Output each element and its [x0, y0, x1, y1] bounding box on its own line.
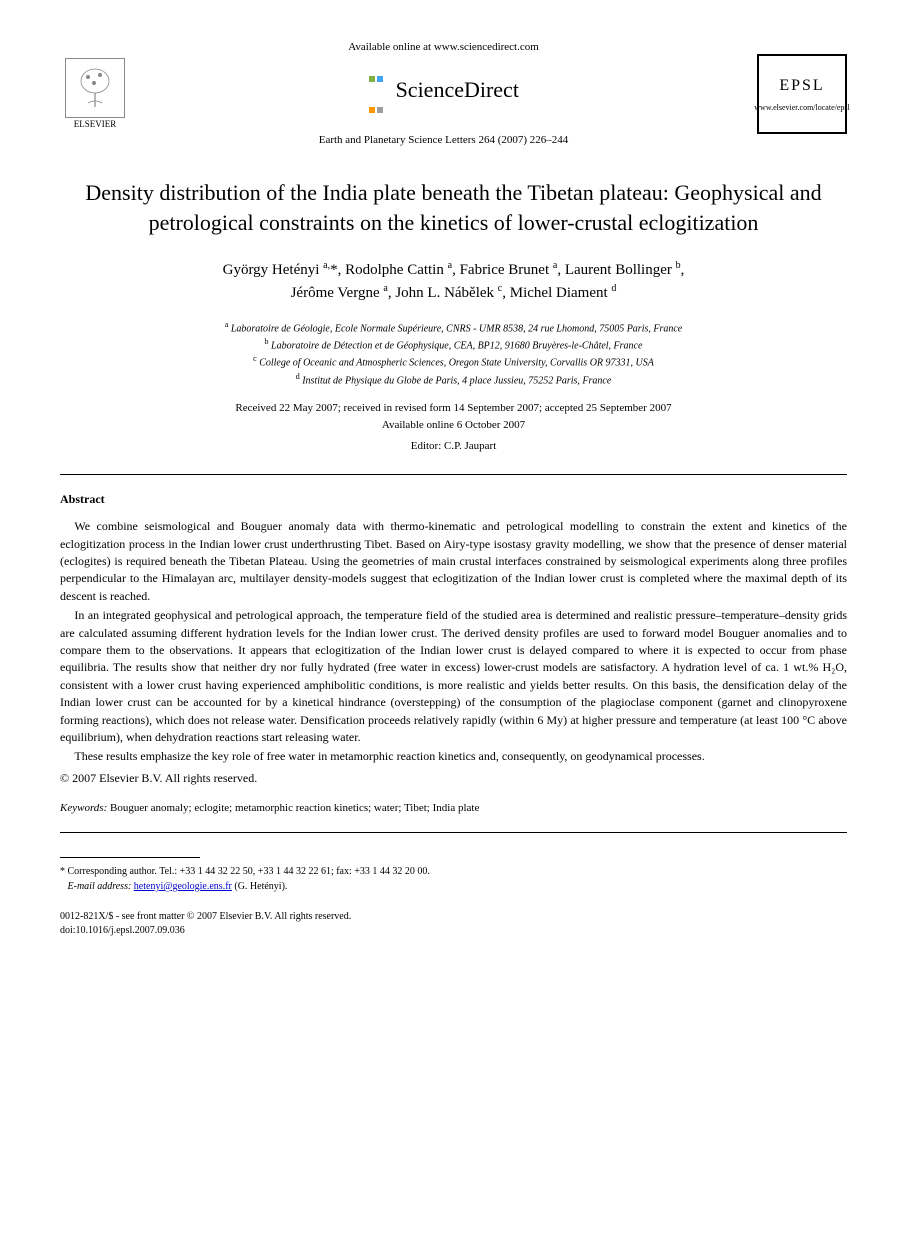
sciencedirect-dots-icon: [368, 61, 384, 123]
center-header: Available online at www.sciencedirect.co…: [130, 40, 757, 148]
footer-doi: doi:10.1016/j.epsl.2007.09.036: [60, 924, 847, 938]
sd-dot: [369, 107, 375, 113]
affiliation-line: d Institut de Physique du Globe de Paris…: [60, 371, 847, 388]
journal-citation: Earth and Planetary Science Letters 264 …: [130, 133, 757, 148]
corresponding-author-footnote: * Corresponding author. Tel.: +33 1 44 3…: [60, 864, 847, 894]
abstract-heading: Abstract: [60, 491, 847, 508]
footnote-divider: [60, 857, 200, 858]
abstract-paragraph: We combine seismological and Bouguer ano…: [60, 518, 847, 605]
sd-dot: [377, 76, 383, 82]
affiliation-line: c College of Oceanic and Atmospheric Sci…: [60, 353, 847, 370]
email-line: E-mail address: hetenyi@geologie.ens.fr …: [60, 879, 847, 894]
epsl-url[interactable]: www.elsevier.com/locate/epsl: [754, 102, 849, 113]
article-dates: Received 22 May 2007; received in revise…: [60, 400, 847, 433]
email-link[interactable]: hetenyi@geologie.ens.fr: [134, 881, 232, 892]
abstract-paragraph: These results emphasize the key role of …: [60, 748, 847, 765]
author-list: György Hetényi a,*, Rodolphe Cattin a, F…: [60, 258, 847, 305]
affiliation-line: a Laboratoire de Géologie, Ecole Normale…: [60, 319, 847, 336]
elsevier-tree-icon: [65, 58, 125, 118]
abstract-body: We combine seismological and Bouguer ano…: [60, 518, 847, 765]
dates-online: Available online 6 October 2007: [60, 417, 847, 434]
available-online-text: Available online at www.sciencedirect.co…: [130, 40, 757, 55]
divider: [60, 474, 847, 475]
email-suffix: (G. Hetényi).: [232, 881, 288, 892]
article-title: Density distribution of the India plate …: [60, 178, 847, 237]
divider: [60, 832, 847, 833]
affiliations: a Laboratoire de Géologie, Ecole Normale…: [60, 319, 847, 388]
abstract-paragraph: In an integrated geophysical and petrolo…: [60, 607, 847, 746]
editor-line: Editor: C.P. Jaupart: [60, 439, 847, 454]
sd-dot: [369, 76, 375, 82]
sciencedirect-label: ScienceDirect: [396, 77, 519, 102]
keywords-line: Keywords: Bouguer anomaly; eclogite; met…: [60, 801, 847, 816]
keywords-text: Bouguer anomaly; eclogite; metamorphic r…: [107, 802, 479, 814]
corr-author-line: * Corresponding author. Tel.: +33 1 44 3…: [60, 864, 847, 879]
header-row: ELSEVIER Available online at www.science…: [60, 40, 847, 148]
footer-front-matter: 0012-821X/$ - see front matter © 2007 El…: [60, 910, 847, 924]
sd-dot: [377, 107, 383, 113]
keywords-label: Keywords:: [60, 802, 107, 814]
elsevier-label: ELSEVIER: [74, 118, 117, 131]
footer: 0012-821X/$ - see front matter © 2007 El…: [60, 910, 847, 938]
abstract-copyright: © 2007 Elsevier B.V. All rights reserved…: [60, 770, 847, 787]
sciencedirect-brand: ScienceDirect: [130, 61, 757, 123]
affiliation-line: b Laboratoire de Détection et de Géophys…: [60, 336, 847, 353]
epsl-label: EPSL: [779, 75, 824, 97]
dates-received: Received 22 May 2007; received in revise…: [60, 400, 847, 417]
elsevier-logo: ELSEVIER: [60, 54, 130, 134]
journal-logo-box: EPSL www.elsevier.com/locate/epsl: [757, 54, 847, 134]
email-label: E-mail address:: [68, 881, 132, 892]
